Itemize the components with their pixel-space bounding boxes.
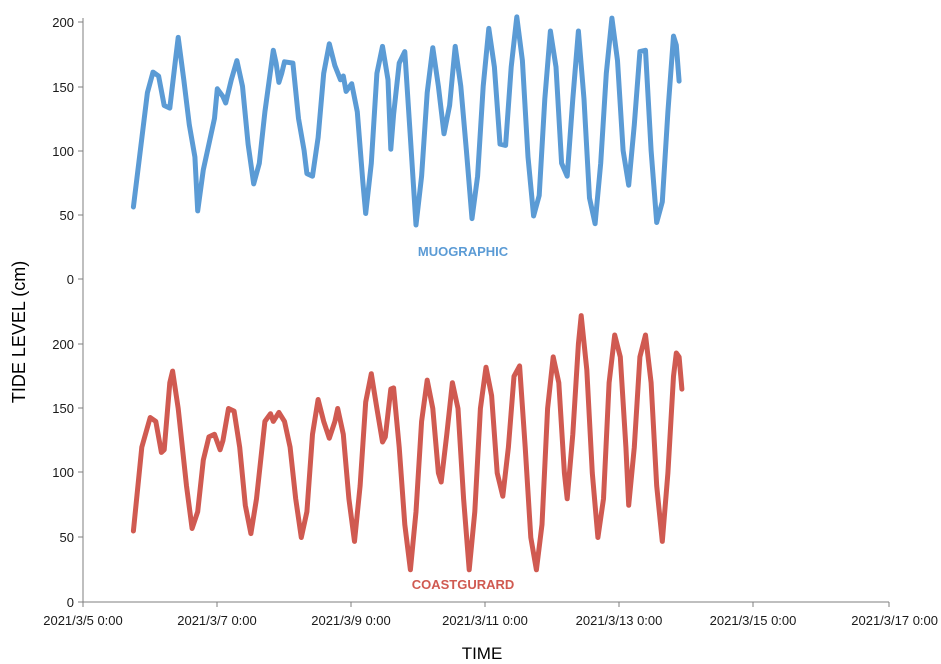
series-label-coastgurard: COASTGURARD	[412, 577, 515, 592]
axes	[82, 18, 889, 603]
y-tick-label: 100	[52, 465, 74, 480]
x-tick-label: 2021/3/15 0:00	[710, 613, 797, 628]
labels: MUOGRAPHIC COASTGURARD	[412, 244, 515, 592]
y-tick-label: 50	[60, 530, 74, 545]
x-tick-label: 2021/3/13 0:00	[576, 613, 663, 628]
y-axis-title: TIDE LEVEL (cm)	[9, 261, 29, 403]
x-tick-label: 2021/3/5 0:00	[43, 613, 123, 628]
x-tick-label: 2021/3/9 0:00	[311, 613, 391, 628]
y-tick-label: 50	[60, 208, 74, 223]
y-tick-label: 200	[52, 337, 74, 352]
series-line-coastgurard	[130, 313, 685, 573]
y-tick-label: 150	[52, 80, 74, 95]
y-tick-label: 100	[52, 144, 74, 159]
y-tick-label: 0	[67, 272, 74, 287]
ticks: 200 150 100 50 0 200 150 100 50 0 2021/3/5 0:00 202…	[43, 15, 938, 628]
series	[130, 14, 685, 573]
x-axis-title: TIME	[462, 644, 503, 663]
x-tick-label: 2021/3/11 0:00	[442, 613, 528, 628]
y-tick-label: 150	[52, 401, 74, 416]
series-label-muographic: MUOGRAPHIC	[418, 244, 509, 259]
series-line-muographic	[130, 14, 682, 228]
y-tick-label: 0	[67, 595, 74, 610]
x-tick-label: 2021/3/7 0:00	[177, 613, 257, 628]
y-tick-label: 200	[52, 15, 74, 30]
x-tick-label: 2021/3/17 0:00	[851, 613, 938, 628]
